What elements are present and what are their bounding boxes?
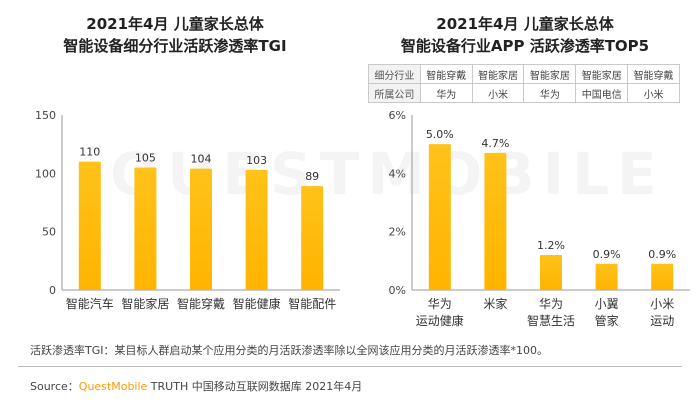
source-rest: TRUTH 中国移动互联网数据库 2021年4月	[147, 380, 363, 393]
table-header-company: 所属公司	[368, 83, 421, 103]
bar-value-label: 103	[246, 154, 267, 167]
x-category-label: 小翼	[595, 297, 619, 311]
y-tick-label: 100	[35, 167, 56, 180]
bar	[428, 144, 451, 290]
x-category-label: 智能健康	[233, 296, 281, 311]
y-tick-label: 0	[49, 284, 56, 297]
x-category-label: 智能配件	[288, 296, 336, 311]
table-cell: 中国电信	[575, 83, 629, 103]
source-line: Source：QuestMobile TRUTH 中国移动互联网数据库 2021…	[30, 378, 362, 394]
x-category-label: 智慧生活	[527, 313, 575, 328]
bar-value-label: 104	[191, 153, 212, 166]
y-tick-label: 0%	[389, 284, 406, 297]
x-category-label: 米家	[483, 296, 507, 311]
y-tick-label: 6%	[389, 109, 406, 122]
bar-value-label: 1.2%	[537, 239, 565, 252]
bar-value-label: 0.9%	[593, 248, 621, 261]
left-chart-panel: 2021年4月 儿童家长总体 智能设备细分行业活跃渗透率TGI 0 50 100 15…	[0, 0, 350, 340]
bar	[301, 186, 324, 290]
bar	[484, 152, 507, 290]
x-category-label: 管家	[595, 313, 619, 328]
x-category-label: 运动	[650, 314, 674, 328]
bar-value-label: 5.0%	[426, 128, 454, 141]
right-chart-title-line1: 2021年4月 儿童家长总体	[436, 15, 614, 33]
y-tick-label: 4%	[389, 167, 406, 180]
x-category-label: 智能穿戴	[177, 296, 225, 311]
bar	[190, 168, 212, 290]
footnote: 活跃渗透率TGI：某目标人群启动某个应用分类的月活跃渗透率除以全网该应用分类的月…	[30, 344, 548, 357]
bar-value-label: 105	[135, 152, 156, 165]
bar-value-label: 0.9%	[648, 248, 676, 261]
source-brand: QuestMobile	[78, 380, 148, 393]
x-category-label: 华为	[539, 297, 563, 311]
bar-value-label: 110	[79, 146, 100, 159]
bar	[245, 169, 268, 290]
y-tick-label: 50	[42, 226, 56, 239]
app-info-table: 细分行业 智能穿戴 智能家居 智能家居 智能家居 智能穿戴 所属公司 华为 小米…	[368, 64, 680, 103]
x-category-label: 智能家居	[121, 296, 169, 311]
table-cell: 小米	[627, 83, 680, 103]
y-tick-label: 2%	[389, 226, 406, 239]
bar-value-label: 4.7%	[481, 137, 509, 150]
bar-value-label: 89	[305, 170, 319, 183]
table-row-company: 所属公司 华为 小米 华为 中国电信 小米	[368, 83, 680, 103]
y-tick-label: 150	[35, 109, 56, 122]
x-category-label: 小米	[650, 297, 674, 311]
left-chart-title-line2: 智能设备细分行业活跃渗透率TGI	[63, 37, 287, 55]
bar	[134, 167, 157, 290]
bar	[78, 161, 101, 290]
x-category-label: 运动健康	[416, 313, 464, 328]
x-category-label: 华为	[428, 297, 452, 311]
table-row-industry: 细分行业 智能穿戴 智能家居 智能家居 智能家居 智能穿戴	[368, 64, 680, 84]
right-chart-panel: 2021年4月 儿童家长总体 智能设备行业APP 活跃渗透率TOP5 细分行业 …	[350, 0, 700, 340]
bar	[540, 255, 562, 290]
source-prefix: Source：	[30, 380, 79, 393]
x-category-label: 智能汽车	[66, 296, 114, 311]
bar	[595, 263, 618, 290]
left-chart-title-line1: 2021年4月 儿童家长总体	[86, 15, 264, 33]
divider	[18, 366, 682, 367]
bar	[651, 263, 674, 290]
right-chart-title-line2: 智能设备行业APP 活跃渗透率TOP5	[400, 37, 650, 55]
left-bar-chart: 0 50 100 150 110 智能汽车 105 智能家居 104 智能穿戴 103 智能健康 89 智…	[35, 109, 340, 311]
